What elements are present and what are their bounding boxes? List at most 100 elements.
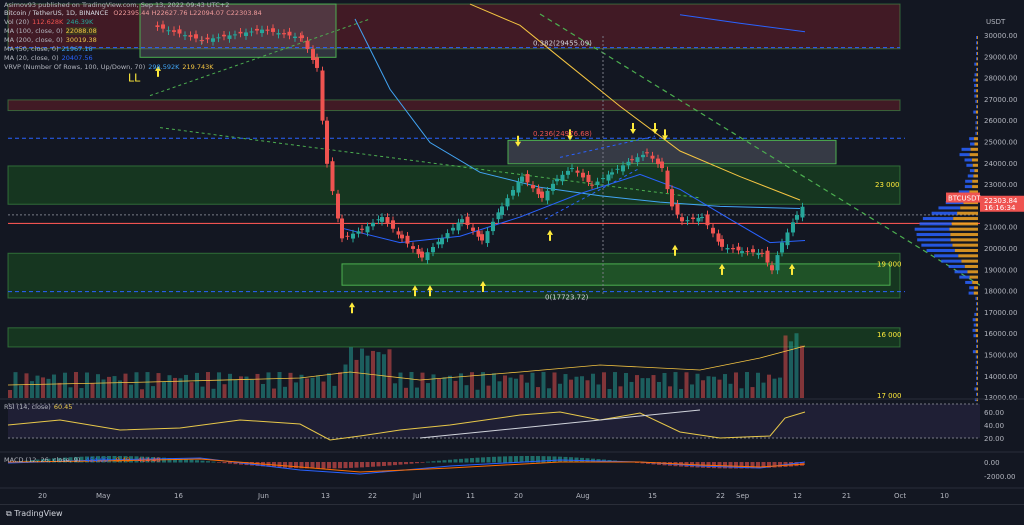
volume-bar: [547, 388, 551, 398]
candle-body: [706, 214, 710, 225]
arrow-shaft: [517, 136, 519, 142]
volume-bar: [190, 382, 194, 398]
volume-profile-bar-down: [967, 270, 978, 273]
symbol-line: Bitcoin / TetherUS, 1D, BINANCE O22395.4…: [4, 9, 265, 18]
volume-profile-bar-up: [974, 73, 976, 76]
volume-bar: [36, 376, 40, 398]
level-label-16k: 16 000: [877, 331, 902, 339]
volume-bar: [723, 374, 727, 398]
candle-body: [697, 218, 701, 222]
ohlc-values: O22395.44 H22627.76 L22094.07 C22303.84: [113, 9, 261, 17]
candle-body: [610, 172, 614, 174]
candle-body: [380, 217, 384, 222]
fib-label-0236: 0.236(24976.68): [533, 130, 592, 138]
volume-bar: [399, 373, 403, 398]
volume-bar: [267, 372, 271, 398]
volume-bar: [668, 386, 672, 398]
macd-bar: [366, 462, 370, 467]
candle-body: [766, 251, 770, 263]
candle-body: [666, 171, 670, 190]
indicator-ma20[interactable]: MA (20, close, 0) 20407.56: [4, 54, 217, 63]
volume-bar: [107, 377, 111, 398]
volume-bar: [338, 372, 342, 398]
volume-bar: [283, 387, 287, 398]
candle-body: [477, 231, 481, 237]
volume-profile-bar-down: [977, 297, 978, 300]
volume-bar: [591, 374, 595, 398]
volume-bar: [272, 389, 276, 398]
tradingview-brand[interactable]: ⧉ TradingView: [6, 509, 63, 519]
candle-body: [311, 49, 315, 60]
macd-bar: [393, 462, 397, 465]
indicator-ma200[interactable]: MA (200, close, 0) 30019.38: [4, 36, 217, 45]
volume-profile-bar-up: [974, 324, 976, 327]
macd-bar: [459, 459, 463, 463]
candle-body: [680, 217, 684, 221]
candle-body: [500, 206, 504, 215]
candle-body: [691, 218, 695, 219]
price-tick: 26000.00: [984, 117, 1017, 125]
volume-bar: [157, 373, 161, 398]
arrow-shaft: [429, 290, 431, 296]
rsi-tick: 60.00: [984, 409, 1004, 417]
candle-body: [228, 35, 232, 39]
x-tick: Oct: [894, 492, 906, 500]
indicator-ma50[interactable]: MA (50, close, 0) 21967.18: [4, 45, 217, 54]
candle-body: [306, 41, 310, 49]
volume-profile-bar-up: [966, 164, 972, 167]
macd-bar: [322, 462, 326, 468]
x-tick: 22: [368, 492, 377, 500]
volume-bar: [228, 374, 232, 398]
volume-profile-bar-up: [932, 212, 958, 215]
volume-bar: [619, 386, 623, 398]
candle-body: [288, 32, 292, 36]
candle-body: [627, 162, 631, 166]
volume-bar: [443, 377, 447, 398]
indicator-vrvp[interactable]: VRVP (Number Of Rows, 100, Up/Down, 70) 2…: [4, 63, 217, 72]
volume-profile-bar-up: [917, 233, 951, 236]
x-tick: 13: [321, 492, 330, 500]
x-tick: 16: [174, 492, 183, 500]
rsi-legend[interactable]: RSI (14, close) 60.45: [4, 403, 75, 412]
arrow-head: [630, 129, 636, 134]
macd-tick: 0.00: [984, 459, 1000, 467]
macd-bar: [289, 462, 293, 468]
candle-body: [357, 231, 361, 233]
volume-profile-bar-up: [962, 148, 971, 151]
volume-profile-bar-up: [976, 116, 977, 119]
support-zone-16k: [8, 328, 900, 347]
macd-bar: [201, 461, 205, 463]
volume-profile-bar-up: [976, 356, 977, 359]
volume-bar: [63, 373, 67, 398]
volume-bar: [151, 386, 155, 398]
arrow-shaft: [674, 250, 676, 256]
volume-profile-bar-down: [977, 105, 978, 108]
candle-body: [601, 178, 605, 179]
volume-profile-bar-down: [973, 164, 978, 167]
volume-bar: [250, 380, 254, 398]
volume-profile-bar-up: [923, 217, 953, 220]
candle-body: [336, 194, 340, 219]
volume-profile-bar-down: [977, 52, 978, 55]
x-tick: Jun: [257, 492, 269, 500]
macd-bar: [355, 462, 359, 468]
candle-body: [531, 185, 535, 188]
indicator-ma100[interactable]: MA (100, close, 0) 22088.08: [4, 27, 217, 36]
indicator-vol[interactable]: Vol (20) 112.628K 246.39K: [4, 18, 217, 27]
volume-profile-bar-up: [976, 366, 977, 369]
symbol-title[interactable]: Bitcoin / TetherUS, 1D, BINANCE: [4, 9, 108, 17]
volume-profile-bar-up: [973, 111, 976, 114]
volume-bar: [503, 375, 507, 398]
volume-profile-bar-up: [955, 270, 968, 273]
volume-profile-bar-down: [972, 185, 978, 188]
candle-body: [506, 198, 510, 206]
publisher-text: Asimov93 published on TradingView.com, S…: [4, 1, 229, 9]
volume-profile-bar-down: [970, 153, 978, 156]
candle-body: [641, 155, 645, 157]
macd-legend[interactable]: MACD (12, 26, close, 9) 454.99 -9.49 -41…: [4, 456, 163, 465]
candle-body: [676, 204, 680, 215]
volume-profile-bar-up: [973, 79, 976, 82]
price-tick: 17000.00: [984, 309, 1017, 317]
volume-profile-bar-down: [972, 281, 978, 284]
